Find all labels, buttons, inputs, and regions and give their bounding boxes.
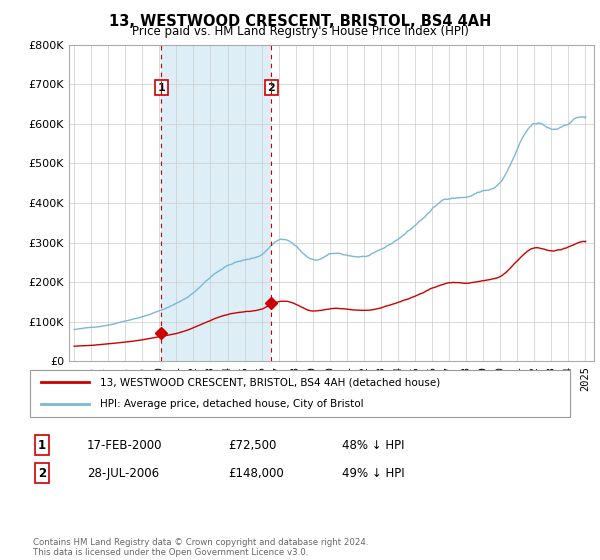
Text: 49% ↓ HPI: 49% ↓ HPI (342, 466, 404, 480)
Text: 13, WESTWOOD CRESCENT, BRISTOL, BS4 4AH (detached house): 13, WESTWOOD CRESCENT, BRISTOL, BS4 4AH … (100, 377, 440, 388)
Text: 28-JUL-2006: 28-JUL-2006 (87, 466, 159, 480)
Text: 17-FEB-2000: 17-FEB-2000 (87, 438, 163, 452)
Text: Contains HM Land Registry data © Crown copyright and database right 2024.
This d: Contains HM Land Registry data © Crown c… (33, 538, 368, 557)
Text: 1: 1 (38, 438, 46, 452)
Text: 1: 1 (158, 82, 165, 92)
Text: 2: 2 (268, 82, 275, 92)
Text: £148,000: £148,000 (228, 466, 284, 480)
FancyBboxPatch shape (30, 370, 570, 417)
Text: £72,500: £72,500 (228, 438, 277, 452)
Text: 48% ↓ HPI: 48% ↓ HPI (342, 438, 404, 452)
Text: 2: 2 (38, 466, 46, 480)
Text: Price paid vs. HM Land Registry's House Price Index (HPI): Price paid vs. HM Land Registry's House … (131, 25, 469, 38)
Text: HPI: Average price, detached house, City of Bristol: HPI: Average price, detached house, City… (100, 399, 364, 409)
Bar (161, 45, 271, 361)
Text: 13, WESTWOOD CRESCENT, BRISTOL, BS4 4AH: 13, WESTWOOD CRESCENT, BRISTOL, BS4 4AH (109, 14, 491, 29)
